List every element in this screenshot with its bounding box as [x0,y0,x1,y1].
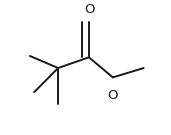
Text: O: O [107,89,117,102]
Text: O: O [84,4,95,16]
